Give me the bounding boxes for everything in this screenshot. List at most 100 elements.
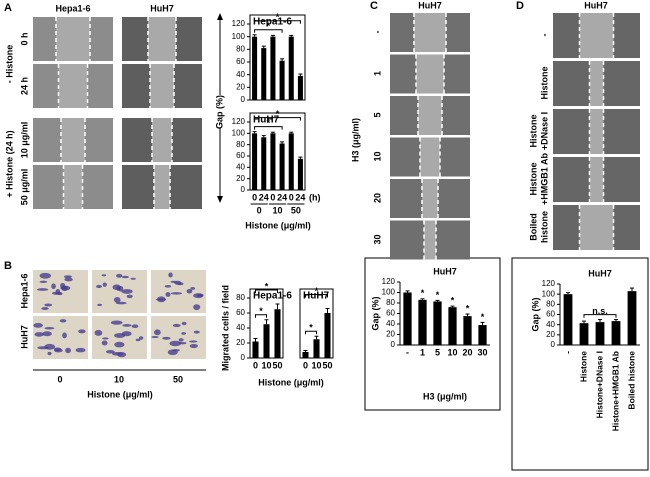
- bar: [270, 133, 276, 190]
- group-label: - Histone: [4, 45, 14, 84]
- wound-area: [420, 137, 440, 177]
- column-label: 0: [57, 374, 62, 384]
- significance-label: *: [267, 118, 271, 128]
- bar: [263, 324, 270, 358]
- x-tick-label: 1: [420, 347, 425, 357]
- y-tick-label: 40: [236, 162, 245, 171]
- y-tick-label: 40: [546, 320, 555, 329]
- wound-area: [150, 64, 174, 108]
- x-tick-label: 30: [477, 347, 487, 357]
- wound-area: [589, 109, 604, 154]
- bar: [297, 75, 303, 100]
- stained-cell: [114, 333, 126, 338]
- row-label: Histone: [539, 66, 549, 99]
- x-label: Histone (μg/ml): [258, 377, 324, 387]
- x-tick-label: Histone+DNase I: [594, 351, 604, 418]
- stained-cell: [138, 336, 144, 340]
- bar: [252, 36, 258, 100]
- panel-d-frame: [511, 257, 649, 471]
- y-tick-label: 20: [236, 174, 245, 183]
- significance-bracket: [305, 294, 328, 298]
- x-tick-label: 24: [277, 192, 287, 202]
- y-tick-label: 80: [386, 298, 395, 307]
- bar: [478, 325, 487, 345]
- row-label: -: [372, 31, 382, 34]
- chart-frame: [249, 14, 306, 101]
- stained-cell: [64, 277, 73, 282]
- x-tick-label: 10: [311, 360, 321, 370]
- row-label: +HMGB1 Ab: [539, 153, 549, 205]
- stained-cell: [118, 285, 124, 292]
- stained-cell: [47, 351, 52, 356]
- x-tick-label: 24: [259, 192, 269, 202]
- bar: [463, 316, 472, 345]
- stained-cell: [117, 351, 127, 358]
- significance-label: *: [259, 306, 263, 316]
- stained-cell: [39, 272, 52, 279]
- wound-area: [416, 54, 444, 94]
- stained-cell: [52, 291, 62, 295]
- stained-cell: [156, 296, 166, 303]
- stained-cell: [37, 346, 49, 350]
- wound-area: [589, 61, 604, 106]
- row-label: 50 μg/ml: [19, 169, 29, 206]
- y-label: H3 (μg/ml): [350, 118, 360, 162]
- images-title: HuH7: [584, 0, 608, 10]
- row-label: Histone: [528, 162, 538, 195]
- stained-cell: [51, 283, 56, 290]
- stained-cell: [126, 294, 133, 299]
- bar: [448, 307, 457, 345]
- y-tick-label: 20: [386, 330, 395, 339]
- y-label: Migrated cells / field: [220, 285, 230, 371]
- stained-cell: [121, 289, 133, 294]
- stained-cell: [135, 338, 141, 342]
- chart-frame: [249, 112, 306, 191]
- group-label: 50: [291, 205, 301, 215]
- significance-label: *: [267, 21, 271, 31]
- bar: [403, 292, 412, 345]
- significance-bracket: [254, 117, 301, 121]
- wound-area: [56, 17, 90, 61]
- y-tick-label: 0: [551, 340, 556, 349]
- y-tick-label: 0: [241, 95, 246, 104]
- stained-cell: [59, 319, 67, 323]
- group-label: + Histone (24 h): [4, 130, 14, 197]
- row-label: HuH7: [19, 325, 29, 349]
- significance-marker: *: [481, 312, 485, 322]
- x-tick-label: 5: [435, 347, 440, 357]
- group-label: 0: [257, 205, 262, 215]
- y-tick-label: 0: [241, 185, 246, 194]
- wound-area: [589, 157, 604, 202]
- stained-cell: [189, 343, 198, 349]
- x-tick-label: 50: [272, 360, 282, 370]
- x-tick-label: 0: [252, 192, 257, 202]
- wound-area: [424, 220, 436, 260]
- bar: [579, 323, 589, 345]
- wound-area: [579, 13, 614, 58]
- y-tick-label: 120: [542, 279, 556, 288]
- stained-cell: [33, 323, 43, 328]
- stained-cell: [34, 332, 44, 337]
- significance-marker: *: [436, 290, 440, 300]
- stained-cell: [102, 337, 109, 340]
- row-label: Boiled: [528, 213, 538, 241]
- y-tick-label: 120: [232, 19, 246, 28]
- panel-label: C: [370, 0, 378, 12]
- wound-area: [154, 165, 170, 209]
- significance-marker: *: [421, 288, 425, 298]
- row-label: 10: [372, 151, 382, 161]
- x-tick-label: Histone: [578, 351, 588, 382]
- x-unit: (h): [309, 192, 321, 202]
- row-label: histone: [539, 211, 549, 243]
- stained-cell: [170, 292, 183, 295]
- wound-area: [418, 96, 442, 135]
- y-tick-label: 100: [232, 128, 246, 137]
- x-tick-label: 10: [447, 347, 457, 357]
- x-tick-label: 50: [322, 360, 332, 370]
- bar: [261, 48, 267, 100]
- stained-cell: [101, 274, 107, 277]
- x-tick-label: 24: [295, 192, 305, 202]
- significance-bracket: [254, 126, 283, 130]
- column-label: 10: [114, 374, 124, 384]
- x-label: Histone (μg/ml): [87, 389, 153, 399]
